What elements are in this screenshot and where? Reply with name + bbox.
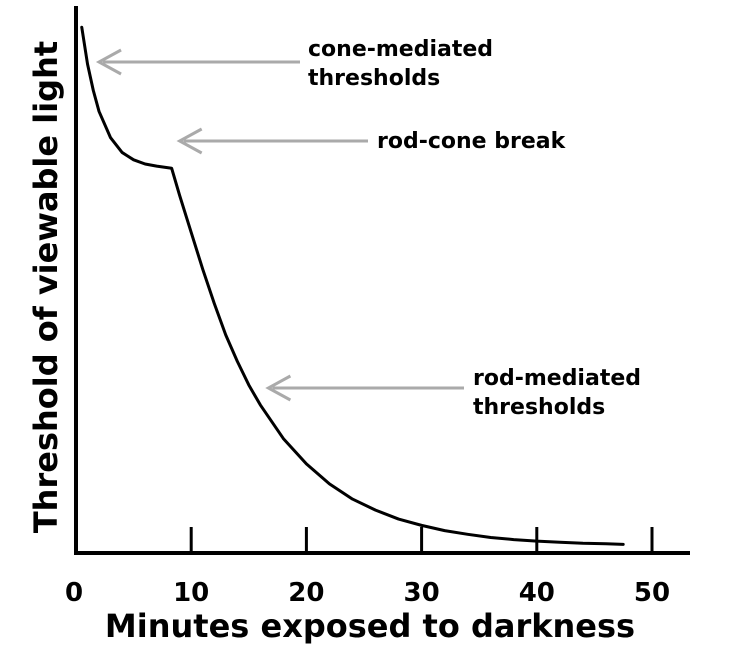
annotation-labels: cone-mediated thresholds rod-cone break rod… — [308, 37, 641, 420]
annotation-arrow — [176, 127, 368, 155]
annotation-label: cone-mediated — [308, 37, 493, 62]
annotation-arrow — [265, 374, 464, 402]
annotation-arrows — [95, 48, 464, 402]
annotation-label: rod-cone break — [377, 129, 567, 154]
series-line-threshold-curve — [80, 25, 625, 546]
x-tick-label: 40 — [519, 578, 555, 608]
annotation-label: rod-mediated — [473, 366, 641, 391]
annotation-label: thresholds — [308, 66, 440, 91]
arrow-head — [95, 48, 122, 76]
x-axis-ticks: 0 10 20 30 40 50 — [65, 527, 670, 608]
x-tick-label: 20 — [288, 578, 324, 608]
x-tick-label: 30 — [404, 578, 440, 608]
annotation-arrow — [95, 48, 300, 76]
arrow-head — [265, 374, 292, 402]
x-tick-label: 50 — [634, 578, 670, 608]
axes — [74, 6, 690, 555]
annotation-label: thresholds — [473, 395, 605, 420]
x-axis-title: Minutes exposed to darkness — [105, 607, 635, 645]
y-axis-title: Threshold of viewable light — [27, 41, 65, 533]
x-tick-label: 10 — [173, 578, 209, 608]
x-tick-label: 0 — [65, 578, 83, 608]
plot-area — [80, 25, 625, 546]
arrow-head — [176, 127, 203, 155]
